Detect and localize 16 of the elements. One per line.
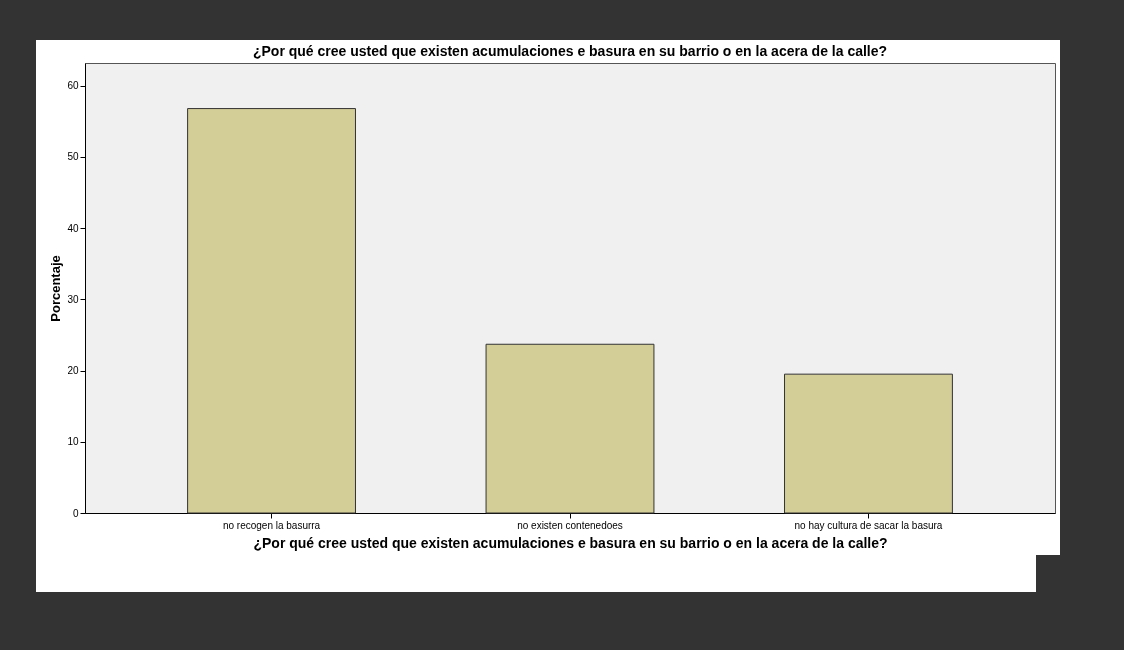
x-tick-label: no hay cultura de sacar la basura bbox=[794, 519, 943, 531]
y-tick-label: 50 bbox=[67, 151, 79, 163]
y-tick-label: 60 bbox=[67, 80, 79, 92]
x-tick-label: no recogen la basurra bbox=[222, 519, 321, 531]
y-tick-label: 20 bbox=[67, 365, 79, 377]
y-tick-label: 0 bbox=[72, 507, 79, 519]
bar bbox=[187, 108, 356, 514]
bar bbox=[784, 373, 953, 514]
y-tick-label: 10 bbox=[67, 436, 79, 448]
y-axis-title: Porcentaje bbox=[48, 255, 64, 322]
chart-title: ¿Por qué cree usted que existen acumulaciones e basura en su barrio o en la acera de la calle? bbox=[252, 43, 888, 59]
bar bbox=[485, 343, 655, 514]
x-axis-title: ¿Por qué cree usted que existen acumulaciones e basura en su barrio o en la acera de la calle? bbox=[253, 534, 888, 551]
y-tick-label: 30 bbox=[67, 293, 79, 305]
y-tick-label: 40 bbox=[67, 222, 79, 234]
x-tick-label: no existen contenedoes bbox=[517, 519, 623, 531]
